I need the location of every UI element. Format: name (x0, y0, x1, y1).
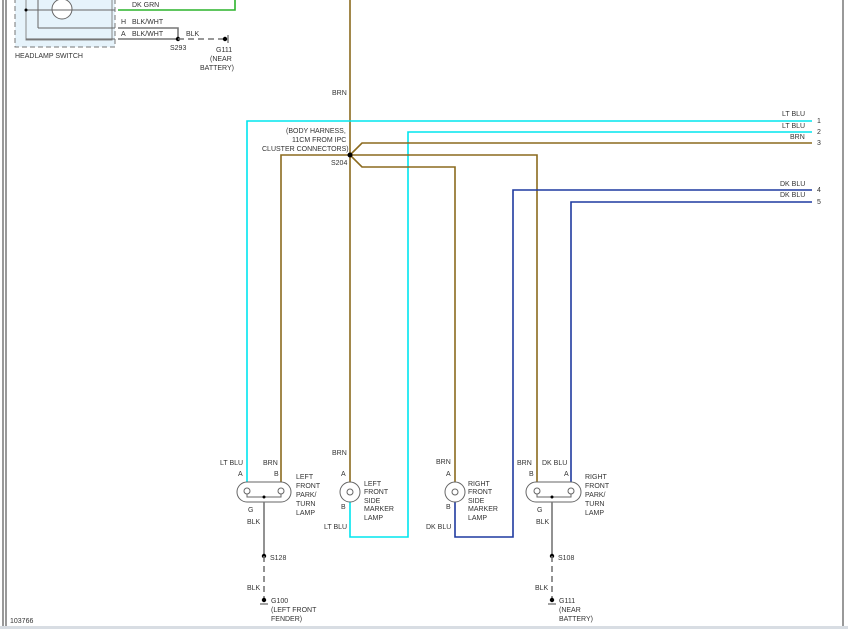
ground-label: FENDER) (271, 616, 302, 623)
lamp-label: LAMP (296, 510, 315, 517)
lamp-label: LAMP (364, 515, 383, 522)
pin-label: B (529, 471, 534, 478)
wire-label: BLK (186, 31, 200, 38)
wire-label: BRN (517, 460, 532, 467)
pin-label: H (121, 19, 126, 26)
connector-number: 1 (817, 118, 821, 125)
lamp-label: FRONT (364, 489, 389, 496)
wire-label: BRN (790, 134, 805, 141)
right-front-side-marker-lamp (444, 481, 466, 503)
lamp-label: FRONT (296, 483, 321, 490)
ground-label: G111 (559, 598, 575, 605)
ground-label: BATTERY) (559, 616, 593, 623)
wire-label: DK BLU (780, 192, 805, 199)
pin-label: A (238, 471, 243, 478)
headlamp-switch-label: HEADLAMP SWITCH (15, 53, 83, 60)
pin-label: A (341, 471, 346, 478)
wire-label: DK BLU (426, 524, 451, 531)
pin-label: B (341, 504, 346, 511)
connector-number: 3 (817, 140, 821, 147)
pin-label: G (537, 507, 542, 514)
ground-icon (548, 597, 556, 605)
splice-note: (BODY HARNESS, (286, 128, 346, 135)
wire-label: LT BLU (782, 123, 805, 130)
pin-label: A (121, 31, 126, 38)
wire-label: DK BLU (780, 181, 805, 188)
wire-label: LT BLU (220, 460, 243, 467)
wire-label: BRN (332, 90, 347, 97)
ground-label: G100 (271, 598, 288, 605)
wire-label: BLK (535, 585, 549, 592)
wire-dk-blu-5 (570, 201, 812, 482)
wire-blk-wht-h (118, 27, 179, 39)
wire-brn-park (280, 154, 538, 482)
lamp-label: FRONT (468, 489, 493, 496)
lamp-label: SIDE (364, 498, 381, 505)
lamp-label: MARKER (364, 506, 394, 513)
lamp-label: SIDE (468, 498, 485, 505)
splice-note: 11CM FROM IPC (292, 137, 346, 144)
ground-label: G111 (216, 47, 232, 54)
headlamp-switch: HEADLAMP SWITCH (14, 0, 116, 60)
ground-label: (NEAR (559, 607, 581, 614)
right-front-park-turn-lamp (525, 481, 582, 503)
splice-label: S108 (558, 555, 574, 562)
lamp-label: TURN (585, 501, 604, 508)
lamp-label: LAMP (585, 510, 604, 517)
connector-number: 2 (817, 129, 821, 136)
wire-label: DK BLU (542, 460, 567, 467)
pin-label: A (564, 471, 569, 478)
wire-brn-3 (349, 142, 812, 156)
figure-id: 103766 (10, 618, 33, 625)
switch-icon (51, 0, 73, 20)
pin-label: A (446, 471, 451, 478)
pin-label: B (446, 504, 451, 511)
lamp-label: PARK/ (296, 492, 317, 499)
lamp-label: RIGHT (468, 481, 491, 488)
connector-number: 4 (817, 187, 821, 194)
wire-lt-blu-1 (246, 120, 812, 482)
wire-label: BLK (536, 519, 550, 526)
wire-dk-blu-4 (454, 189, 812, 538)
lamp-label: LAMP (468, 515, 487, 522)
wire-label: BRN (332, 450, 347, 457)
lamp-label: TURN (296, 501, 315, 508)
splice-note: CLUSTER CONNECTORS) (262, 146, 349, 153)
wire-label: BLK (247, 585, 261, 592)
wire-brn-side (349, 154, 456, 482)
bottom-bar (0, 626, 848, 629)
left-front-side-marker-lamp (339, 481, 361, 503)
wire-label: BRN (436, 459, 451, 466)
pin-label: B (274, 471, 279, 478)
lamp-label: LEFT (364, 481, 382, 488)
ground-icon (222, 35, 229, 43)
ground-label: (LEFT FRONT (271, 607, 317, 614)
wire-label: BRN (263, 460, 278, 467)
left-front-park-turn-lamp (236, 481, 292, 503)
splice-label: S293 (170, 45, 186, 52)
wire-label: BLK/WHT (132, 31, 164, 38)
ground-label: (NEAR (210, 56, 232, 63)
splice-label: S128 (270, 555, 286, 562)
lamp-label: LEFT (296, 474, 314, 481)
ground-label: BATTERY) (200, 65, 234, 72)
wire-lt-blu-2 (349, 131, 812, 538)
pin-label: G (248, 507, 253, 514)
wire-label: LT BLU (782, 111, 805, 118)
splice-s204 (347, 152, 353, 158)
wire-label: BLK (247, 519, 261, 526)
wire-dk-grn (118, 0, 236, 11)
wire-label: DK GRN (132, 2, 159, 9)
lamp-label: MARKER (468, 506, 498, 513)
lamp-label: PARK/ (585, 492, 606, 499)
wire-label: BLK/WHT (132, 19, 164, 26)
ground-icon (260, 597, 268, 605)
wire-label: LT BLU (324, 524, 347, 531)
lamp-label: FRONT (585, 483, 610, 490)
splice-label: S204 (331, 160, 347, 167)
connector-number: 5 (817, 199, 821, 206)
lamp-label: RIGHT (585, 474, 608, 481)
